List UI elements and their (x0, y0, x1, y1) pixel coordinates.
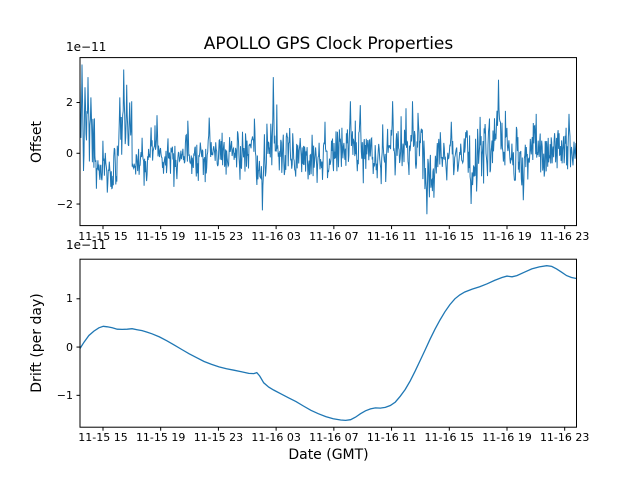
y-tick-label: 0 (66, 146, 73, 160)
drift-series-line (80, 265, 577, 422)
x-tick-label: 11-16 23 (539, 431, 590, 444)
chart-title: APOLLO GPS Clock Properties (203, 34, 454, 54)
x-tick-label: 11-16 15 (424, 229, 475, 243)
x-tick-label: 11-16 03 (251, 431, 301, 444)
x-tick-label: 11-16 23 (539, 229, 590, 243)
bottom-scale-offset-text: 1e−11 (66, 238, 107, 252)
top-scale-offset-text: 1e−11 (66, 40, 107, 54)
y-tick-label: 0 (66, 340, 73, 354)
y-tick-label: 2 (66, 96, 73, 110)
x-tick-label: 11-15 23 (193, 431, 244, 444)
bottom-plot-frame (79, 258, 577, 428)
x-tick-label: 11-16 19 (482, 229, 532, 243)
x-tick-label: 11-15 23 (193, 229, 244, 243)
y-tick-label: −2 (56, 197, 73, 211)
x-tick-label: 11-16 19 (482, 431, 532, 444)
x-tick-label: 11-16 11 (366, 229, 417, 243)
x-axis-label: Date (GMT) (288, 447, 369, 463)
x-tick-label: 11-16 15 (424, 431, 475, 444)
x-tick-label: 11-16 07 (309, 229, 359, 243)
x-tick-label: 11-16 03 (251, 229, 301, 243)
top-plot-frame (79, 57, 577, 227)
y-tick-label: 1 (66, 292, 73, 306)
x-tick-label: 11-15 19 (135, 229, 186, 243)
y-tick-label: −1 (56, 388, 73, 402)
x-tick-label: 11-15 15 (78, 229, 128, 243)
x-tick-label: 11-16 11 (366, 431, 417, 444)
top-axis-ticks (76, 102, 566, 230)
x-tick-label: 11-16 07 (309, 431, 359, 444)
offset-series-line (80, 64, 577, 215)
x-tick-label: 11-15 19 (135, 431, 186, 444)
x-tick-label: 11-15 15 (78, 431, 128, 444)
bottom-axis-ticks (76, 298, 566, 431)
